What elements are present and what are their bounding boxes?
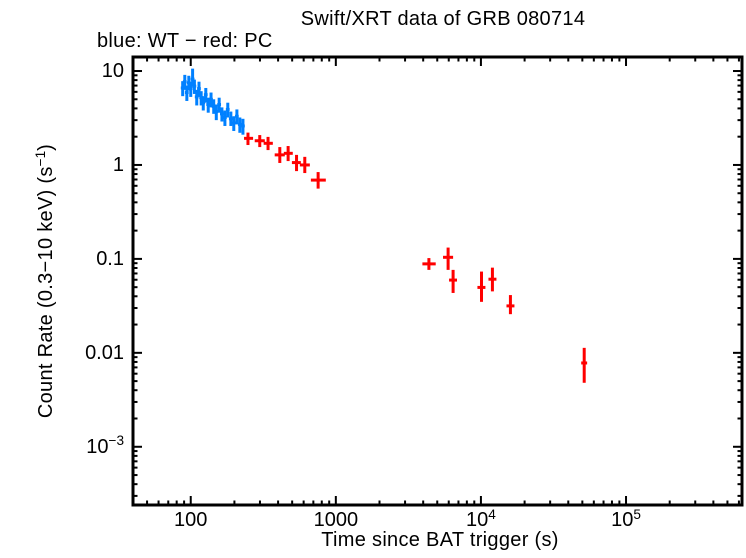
- x-tick-label: 104: [466, 506, 496, 531]
- axis-ticks: [132, 57, 742, 505]
- series-pc: [244, 132, 588, 383]
- series-wt: [180, 68, 245, 135]
- x-tick-label: 1000: [313, 509, 359, 531]
- legend-text: blue: WT − red: PC: [97, 30, 273, 52]
- x-axis-label: Time since BAT trigger (s): [321, 529, 559, 551]
- y-tick-label: 0.01: [85, 341, 124, 364]
- chart-title: Swift/XRT data of GRB 080714: [300, 8, 586, 30]
- y-tick-label: 10: [101, 60, 124, 83]
- x-tick-label: 105: [611, 506, 641, 531]
- y-tick-label: 1: [112, 153, 124, 176]
- y-tick-label: 10−3: [86, 433, 124, 458]
- y-axis-label: Count Rate (0.3−10 keV) (s−1): [32, 143, 57, 419]
- y-tick-label: 0.1: [96, 247, 124, 270]
- x-tick-label: 100: [174, 509, 208, 531]
